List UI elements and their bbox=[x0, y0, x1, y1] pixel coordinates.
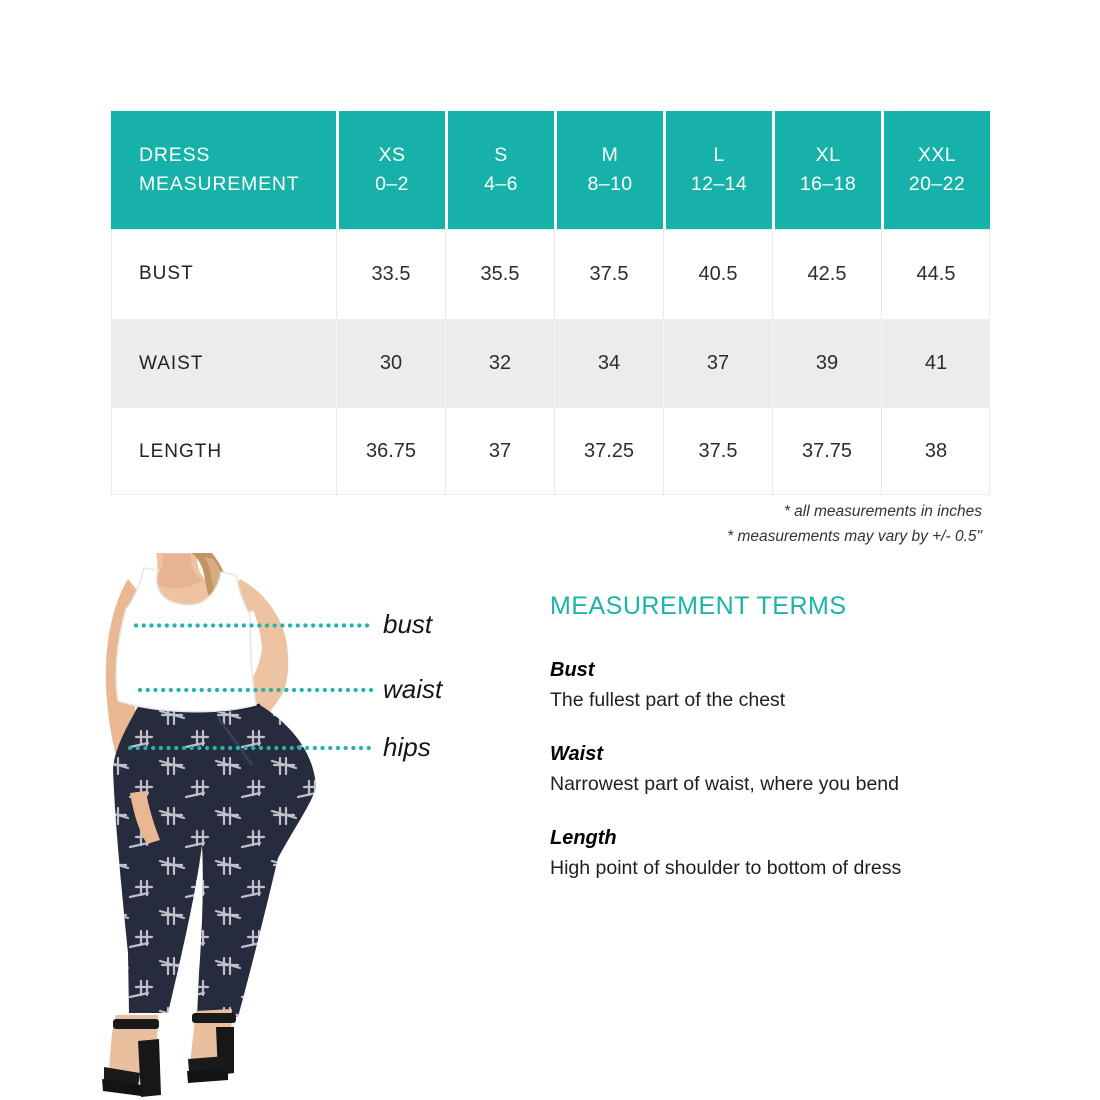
measurement-label-waist: waist bbox=[383, 674, 443, 704]
header-cell-m: M 8–10 bbox=[554, 111, 663, 229]
size-range: 16–18 bbox=[799, 173, 857, 195]
measurement-figure: bust waist hips bbox=[100, 553, 445, 1100]
header-cell-l: L 12–14 bbox=[663, 111, 772, 229]
size-chart-table: DRESS MEASUREMENT XS 0–2 S 4–6 M 8–10 L … bbox=[111, 111, 990, 495]
header-label-line1: DRESS bbox=[139, 144, 211, 166]
measurement-lines bbox=[127, 623, 375, 751]
terms-heading: MEASUREMENT TERMS bbox=[550, 592, 847, 620]
table-row-bust: BUST 33.5 35.5 37.5 40.5 42.5 44.5 bbox=[111, 229, 990, 319]
measurement-label-hips: hips bbox=[383, 732, 431, 762]
waist-l: 37 bbox=[663, 319, 772, 408]
footnote-inches: * all measurements in inches bbox=[783, 503, 982, 520]
term-definition: The fullest part of the chest bbox=[550, 689, 786, 711]
model-pants bbox=[113, 701, 316, 1017]
bust-xxl: 44.5 bbox=[881, 229, 990, 319]
model-left-hand bbox=[130, 791, 160, 844]
bust-s: 35.5 bbox=[445, 229, 554, 319]
size-name: S bbox=[494, 144, 508, 166]
bust-xs: 33.5 bbox=[336, 229, 445, 319]
header-cell-dress-measurement: DRESS MEASUREMENT bbox=[111, 111, 336, 229]
size-range: 0–2 bbox=[375, 173, 409, 195]
size-name: XL bbox=[815, 144, 841, 166]
waist-xs: 30 bbox=[336, 319, 445, 408]
bust-l: 40.5 bbox=[663, 229, 772, 319]
size-name: M bbox=[601, 144, 619, 166]
term-length: Length High point of shoulder to bottom … bbox=[550, 827, 1000, 880]
waist-xl: 39 bbox=[772, 319, 881, 408]
size-name: XXL bbox=[917, 144, 957, 166]
length-xs: 36.75 bbox=[336, 408, 445, 495]
model-tank-top bbox=[115, 567, 257, 713]
size-name: XS bbox=[378, 144, 406, 166]
table-header-row: DRESS MEASUREMENT XS 0–2 S 4–6 M 8–10 L … bbox=[111, 111, 990, 229]
length-l: 37.5 bbox=[663, 408, 772, 495]
waist-m: 34 bbox=[554, 319, 663, 408]
header-label-line2: MEASUREMENT bbox=[139, 173, 300, 195]
term-bust: Bust The fullest part of the chest bbox=[550, 659, 1000, 712]
row-label-waist: WAIST bbox=[111, 319, 336, 408]
header-cell-xs: XS 0–2 bbox=[336, 111, 445, 229]
length-s: 37 bbox=[445, 408, 554, 495]
term-title: Length bbox=[550, 827, 617, 849]
term-title: Waist bbox=[550, 743, 603, 765]
header-cell-xxl: XXL 20–22 bbox=[881, 111, 990, 229]
table-body: BUST 33.5 35.5 37.5 40.5 42.5 44.5 WAIST… bbox=[111, 229, 990, 495]
header-cell-xl: XL 16–18 bbox=[772, 111, 881, 229]
measurement-label-bust: bust bbox=[383, 609, 433, 639]
table-row-length: LENGTH 36.75 37 37.25 37.5 37.75 38 bbox=[111, 408, 990, 495]
term-title: Bust bbox=[550, 659, 595, 681]
row-label-length: LENGTH bbox=[111, 408, 336, 495]
table-row-waist: WAIST 30 32 34 37 39 41 bbox=[111, 319, 990, 408]
size-range: 8–10 bbox=[587, 173, 633, 195]
footnotes: * all measurements in inches * measureme… bbox=[727, 500, 982, 549]
waist-xxl: 41 bbox=[881, 319, 990, 408]
size-range: 20–22 bbox=[908, 173, 966, 195]
size-name: L bbox=[713, 144, 725, 166]
header-cell-s: S 4–6 bbox=[445, 111, 554, 229]
model-photo bbox=[102, 553, 316, 1097]
length-xxl: 38 bbox=[881, 408, 990, 495]
term-definition: High point of shoulder to bottom of dres… bbox=[550, 857, 902, 879]
measurement-terms-section: MEASUREMENT TERMS Bust The fullest part … bbox=[550, 592, 1000, 911]
length-m: 37.25 bbox=[554, 408, 663, 495]
row-label-bust: BUST bbox=[111, 229, 336, 319]
bust-m: 37.5 bbox=[554, 229, 663, 319]
term-definition: Narrowest part of waist, where you bend bbox=[550, 773, 900, 795]
footnote-variance: * measurements may vary by +/- 0.5" bbox=[727, 527, 982, 545]
size-range: 4–6 bbox=[484, 173, 518, 195]
model-shoes bbox=[102, 1009, 236, 1097]
size-range: 12–14 bbox=[690, 173, 748, 195]
waist-s: 32 bbox=[445, 319, 554, 408]
length-xl: 37.75 bbox=[772, 408, 881, 495]
bust-xl: 42.5 bbox=[772, 229, 881, 319]
term-waist: Waist Narrowest part of waist, where you… bbox=[550, 743, 1000, 796]
